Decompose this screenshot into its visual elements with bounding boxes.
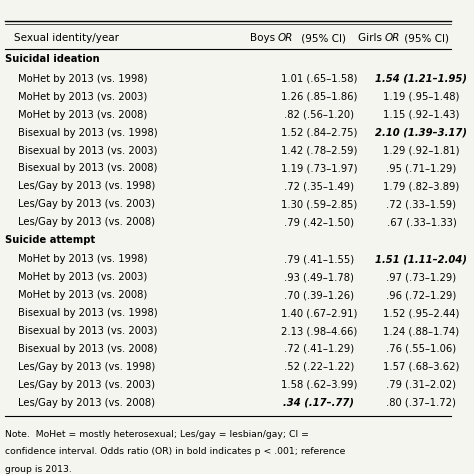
Text: .34 (.17–.77): .34 (.17–.77) <box>283 398 355 408</box>
Text: MoHet by 2013 (vs. 2003): MoHet by 2013 (vs. 2003) <box>18 273 147 283</box>
Text: MoHet by 2013 (vs. 2003): MoHet by 2013 (vs. 2003) <box>18 92 147 102</box>
Text: .76 (.55–1.06): .76 (.55–1.06) <box>386 344 456 354</box>
Text: 1.24 (.88–1.74): 1.24 (.88–1.74) <box>383 326 459 336</box>
Text: .70 (.39–1.26): .70 (.39–1.26) <box>284 290 354 300</box>
Text: .72 (.41–1.29): .72 (.41–1.29) <box>284 344 354 354</box>
Text: .95 (.71–1.29): .95 (.71–1.29) <box>386 164 456 173</box>
Text: .72 (.33–1.59): .72 (.33–1.59) <box>386 199 456 209</box>
Text: 1.40 (.67–2.91): 1.40 (.67–2.91) <box>281 308 357 318</box>
Text: .79 (.42–1.50): .79 (.42–1.50) <box>284 217 354 227</box>
Text: Les/Gay by 2013 (vs. 1998): Les/Gay by 2013 (vs. 1998) <box>18 182 155 191</box>
Text: 1.52 (.95–2.44): 1.52 (.95–2.44) <box>383 308 460 318</box>
Text: .97 (.73–1.29): .97 (.73–1.29) <box>386 273 456 283</box>
Text: 1.29 (.92–1.81): 1.29 (.92–1.81) <box>383 146 460 155</box>
Text: .72 (.35–1.49): .72 (.35–1.49) <box>284 182 354 191</box>
Text: 1.52 (.84–2.75): 1.52 (.84–2.75) <box>281 128 357 137</box>
Text: confidence interval. Odds ratio (OR) in bold indicates p < .001; reference: confidence interval. Odds ratio (OR) in … <box>5 447 345 456</box>
Text: MoHet by 2013 (vs. 2008): MoHet by 2013 (vs. 2008) <box>18 110 147 120</box>
Text: Boys: Boys <box>249 33 278 43</box>
Text: Bisexual by 2013 (vs. 2003): Bisexual by 2013 (vs. 2003) <box>18 146 157 155</box>
Text: Les/Gay by 2013 (vs. 2003): Les/Gay by 2013 (vs. 2003) <box>18 380 155 390</box>
Text: 1.15 (.92–1.43): 1.15 (.92–1.43) <box>383 110 460 120</box>
Text: 1.30 (.59–2.85): 1.30 (.59–2.85) <box>281 199 357 209</box>
Text: OR: OR <box>385 33 401 43</box>
Text: .96 (.72–1.29): .96 (.72–1.29) <box>386 290 456 300</box>
Text: Bisexual by 2013 (vs. 1998): Bisexual by 2013 (vs. 1998) <box>18 128 158 137</box>
Text: .67 (.33–1.33): .67 (.33–1.33) <box>386 217 456 227</box>
Text: (95% CI): (95% CI) <box>299 33 346 43</box>
Text: MoHet by 2013 (vs. 2008): MoHet by 2013 (vs. 2008) <box>18 290 147 300</box>
Text: MoHet by 2013 (vs. 1998): MoHet by 2013 (vs. 1998) <box>18 74 148 84</box>
Text: group is 2013.: group is 2013. <box>5 465 71 474</box>
Text: Bisexual by 2013 (vs. 1998): Bisexual by 2013 (vs. 1998) <box>18 308 158 318</box>
Text: 1.51 (1.11–2.04): 1.51 (1.11–2.04) <box>375 255 467 264</box>
Text: 2.13 (.98–4.66): 2.13 (.98–4.66) <box>281 326 357 336</box>
Text: Girls: Girls <box>358 33 385 43</box>
Text: 1.58 (.62–3.99): 1.58 (.62–3.99) <box>281 380 357 390</box>
Text: 1.54 (1.21–1.95): 1.54 (1.21–1.95) <box>375 74 467 84</box>
Text: Sexual identity/year: Sexual identity/year <box>14 33 118 43</box>
Text: Note.  MoHet = mostly heterosexual; Les/gay = lesbian/gay; CI =: Note. MoHet = mostly heterosexual; Les/g… <box>5 430 309 439</box>
Text: Les/Gay by 2013 (vs. 2003): Les/Gay by 2013 (vs. 2003) <box>18 199 155 209</box>
Text: 1.01 (.65–1.58): 1.01 (.65–1.58) <box>281 74 357 84</box>
Text: 1.19 (.73–1.97): 1.19 (.73–1.97) <box>281 164 357 173</box>
Text: 2.10 (1.39–3.17): 2.10 (1.39–3.17) <box>375 128 467 137</box>
Text: Les/Gay by 2013 (vs. 1998): Les/Gay by 2013 (vs. 1998) <box>18 362 155 372</box>
Text: Bisexual by 2013 (vs. 2008): Bisexual by 2013 (vs. 2008) <box>18 344 157 354</box>
Text: Les/Gay by 2013 (vs. 2008): Les/Gay by 2013 (vs. 2008) <box>18 398 155 408</box>
Text: 1.26 (.85–1.86): 1.26 (.85–1.86) <box>281 92 357 102</box>
Text: 1.19 (.95–1.48): 1.19 (.95–1.48) <box>383 92 460 102</box>
Text: MoHet by 2013 (vs. 1998): MoHet by 2013 (vs. 1998) <box>18 255 148 264</box>
Text: .82 (.56–1.20): .82 (.56–1.20) <box>284 110 354 120</box>
Text: .80 (.37–1.72): .80 (.37–1.72) <box>386 398 456 408</box>
Text: Suicidal ideation: Suicidal ideation <box>5 55 99 64</box>
Text: Bisexual by 2013 (vs. 2008): Bisexual by 2013 (vs. 2008) <box>18 164 157 173</box>
Text: Bisexual by 2013 (vs. 2003): Bisexual by 2013 (vs. 2003) <box>18 326 157 336</box>
Text: 1.57 (.68–3.62): 1.57 (.68–3.62) <box>383 362 460 372</box>
Text: 1.79 (.82–3.89): 1.79 (.82–3.89) <box>383 182 459 191</box>
Text: .52 (.22–1.22): .52 (.22–1.22) <box>284 362 354 372</box>
Text: Les/Gay by 2013 (vs. 2008): Les/Gay by 2013 (vs. 2008) <box>18 217 155 227</box>
Text: .93 (.49–1.78): .93 (.49–1.78) <box>284 273 354 283</box>
Text: 1.42 (.78–2.59): 1.42 (.78–2.59) <box>281 146 357 155</box>
Text: .79 (.31–2.02): .79 (.31–2.02) <box>386 380 456 390</box>
Text: Suicide attempt: Suicide attempt <box>5 235 95 245</box>
Text: OR: OR <box>278 33 293 43</box>
Text: .79 (.41–1.55): .79 (.41–1.55) <box>284 255 354 264</box>
Text: (95% CI): (95% CI) <box>401 33 449 43</box>
